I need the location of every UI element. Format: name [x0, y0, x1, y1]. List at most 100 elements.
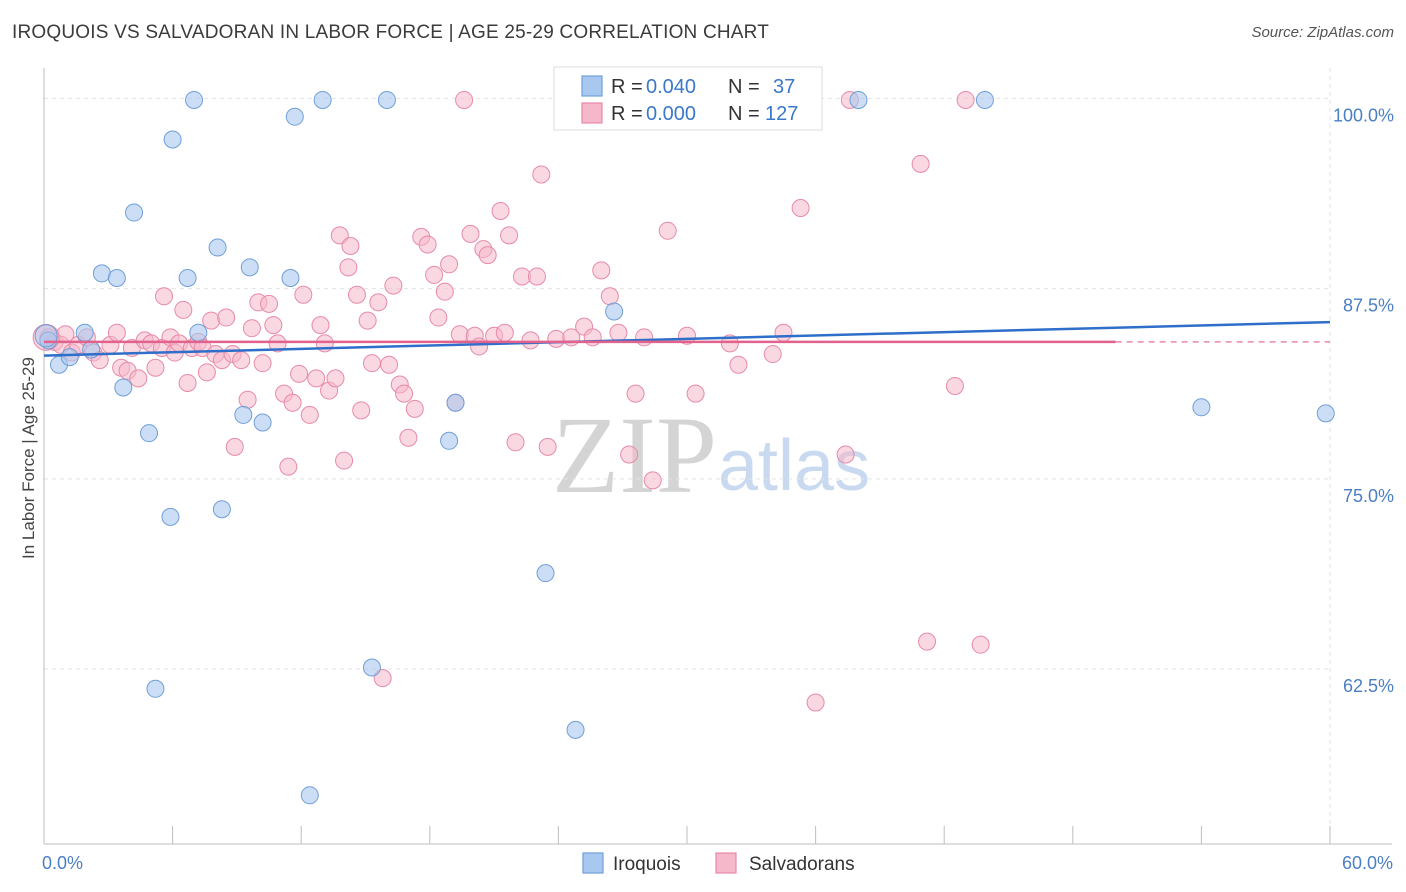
- salvadoran-point: [358, 311, 377, 330]
- salvadoran-point: [495, 323, 514, 342]
- salvadoran-point: [178, 373, 197, 392]
- salvadoran-point: [146, 358, 165, 377]
- salvadoran-point: [399, 428, 418, 447]
- salvadoran-point: [455, 90, 474, 109]
- salvadoran-point: [600, 287, 619, 306]
- salvadoran-point: [806, 693, 825, 712]
- salvadoran-point: [197, 363, 216, 382]
- iroquois-point: [240, 258, 259, 277]
- y-axis-label: In Labor Force | Age 25-29: [19, 357, 38, 559]
- salvadoran-point: [521, 331, 540, 350]
- salvadoran-point: [268, 334, 287, 353]
- salvadoran-point: [635, 328, 654, 347]
- salvadoran-point: [232, 351, 251, 370]
- y-tick-labels: 62.5% 75.0% 87.5% 100.0%: [1333, 105, 1394, 696]
- iroquois-point: [377, 90, 396, 109]
- iroquois-point: [208, 238, 227, 257]
- legend-r-label-2: R =: [611, 103, 643, 125]
- salvadoran-point: [971, 635, 990, 654]
- salvadoran-point: [339, 258, 358, 277]
- salvadoran-point: [242, 319, 261, 338]
- legend-n-value-1: 37: [773, 76, 795, 98]
- salvadoran-point: [450, 325, 469, 344]
- iroquois-point: [189, 323, 208, 342]
- bottom-legend-salvadoran-label: Salvadorans: [749, 854, 855, 875]
- salvadoran-point: [836, 445, 855, 464]
- iroquois-point: [253, 413, 272, 432]
- bottom-legend-iroquois-label: Iroquois: [613, 854, 681, 875]
- salvadoran-point: [129, 369, 148, 388]
- iroquois-point: [536, 564, 555, 583]
- watermark-atlas: atlas: [718, 426, 870, 506]
- salvadoran-point: [174, 300, 193, 319]
- salvadoran-point: [425, 265, 444, 284]
- salvadoran-point: [217, 308, 236, 327]
- iroquois-point: [362, 658, 381, 677]
- salvadoran-point: [658, 221, 677, 240]
- salvadoran-point: [307, 369, 326, 388]
- salvadoran-point: [686, 384, 705, 403]
- salvadoran-point: [300, 405, 319, 424]
- salvadoran-point: [330, 226, 349, 245]
- iroquois-point: [446, 393, 465, 412]
- salvadoran-point: [774, 323, 793, 342]
- salvadoran-points: [32, 90, 990, 712]
- legend-r-value-2: 0.000: [646, 103, 696, 125]
- salvadoran-point: [763, 345, 782, 364]
- iroquois-point: [1316, 404, 1335, 423]
- iroquois-point: [212, 500, 231, 519]
- salvadoran-point: [395, 384, 414, 403]
- iroquois-point: [285, 107, 304, 126]
- iroquois-point: [234, 405, 253, 424]
- iroquois-point: [1192, 398, 1211, 417]
- salvadoran-point: [791, 198, 810, 217]
- iroquois-point: [75, 323, 94, 342]
- iroquois-point: [163, 130, 182, 149]
- legend-r-value-1: 0.040: [646, 76, 696, 98]
- salvadoran-point: [643, 471, 662, 490]
- salvadoran-point: [547, 329, 566, 348]
- x-tick-label-min: 0.0%: [42, 853, 83, 873]
- salvadoran-point: [626, 384, 645, 403]
- iroquois-trend-line: [43, 320, 1331, 357]
- salvadoran-point: [384, 276, 403, 295]
- salvadoran-point: [253, 354, 272, 373]
- y-tick-label: 75.0%: [1343, 486, 1394, 506]
- iroquois-point-cluster: [34, 324, 58, 348]
- salvadoran-point: [260, 294, 279, 313]
- salvadoran-point: [620, 445, 639, 464]
- salvadoran-point: [238, 390, 257, 409]
- salvadoran-point: [369, 293, 388, 312]
- legend-r-label-1: R =: [611, 76, 643, 98]
- trend-lines: [43, 320, 1331, 357]
- salvadoran-point: [911, 154, 930, 173]
- y-tick-label: 62.5%: [1343, 676, 1394, 696]
- salvadoran-point: [418, 235, 437, 254]
- salvadoran-point: [107, 323, 126, 342]
- salvadoran-point: [335, 451, 354, 470]
- salvadoran-point: [500, 226, 519, 245]
- chart-title: IROQUOIS VS SALVADORAN IN LABOR FORCE | …: [12, 22, 770, 43]
- salvadoran-point: [956, 90, 975, 109]
- salvadoran-point: [155, 287, 174, 306]
- iroquois-point: [161, 507, 180, 526]
- iroquois-point: [185, 90, 204, 109]
- salvadoran-point: [326, 369, 345, 388]
- salvadoran-point: [918, 632, 937, 651]
- salvadoran-point: [283, 393, 302, 412]
- iroquois-point: [146, 679, 165, 698]
- series-legend: Iroquois Salvadorans: [582, 852, 855, 875]
- bottom-legend-salvadoran-swatch: [715, 852, 737, 874]
- legend-n-label-1: N =: [728, 76, 760, 98]
- x-tick-labels: 0.0% 60.0%: [42, 853, 1393, 873]
- salvadoran-point: [373, 669, 392, 688]
- iroquois-point: [605, 302, 624, 321]
- iroquois-point: [140, 424, 159, 443]
- salvadoran-point: [440, 255, 459, 274]
- iroquois-point: [92, 264, 111, 283]
- salvadoran-point: [311, 316, 330, 335]
- salvadoran-point: [362, 354, 381, 373]
- iroquois-point: [114, 378, 133, 397]
- iroquois-point: [60, 348, 79, 367]
- axes: [43, 68, 1392, 845]
